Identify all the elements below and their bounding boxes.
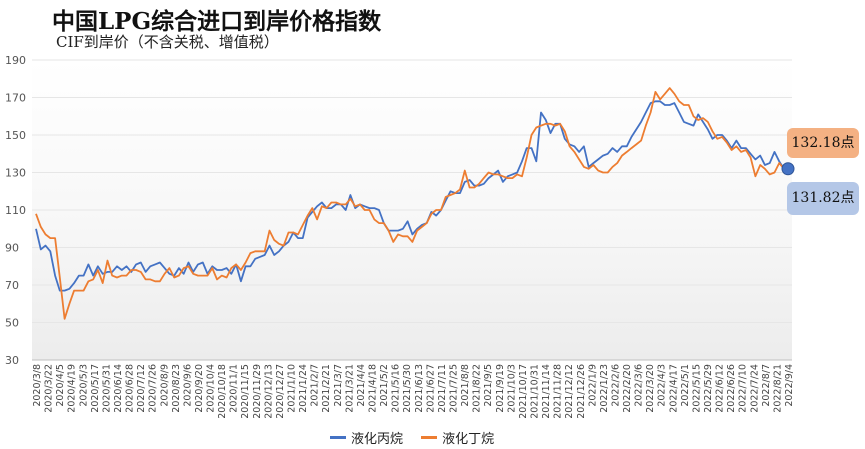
x-tick-label: 2021/10/17 bbox=[518, 364, 529, 419]
x-tick-label: 2021/3/21 bbox=[344, 364, 355, 413]
x-tick-label: 2021/7/11 bbox=[437, 364, 448, 413]
legend-label-butane: 液化丁烷 bbox=[442, 432, 495, 447]
x-tick-label: 2022/8/21 bbox=[772, 364, 783, 413]
y-tick-label: 170 bbox=[5, 92, 26, 105]
x-tick-label: 2020/5/3 bbox=[78, 364, 89, 407]
x-tick-label: 2022/1/23 bbox=[599, 364, 610, 413]
x-tick-label: 2022/4/3 bbox=[657, 364, 668, 407]
x-tick-label: 2020/6/28 bbox=[125, 364, 136, 413]
chart-subtitle: CIF到岸价（不含关税、增值税） bbox=[56, 33, 279, 51]
y-tick-label: 190 bbox=[5, 54, 26, 67]
series-line-propane bbox=[35, 100, 785, 292]
x-tick-label: 2020/5/17 bbox=[90, 364, 101, 413]
y-tick-label: 110 bbox=[5, 204, 26, 217]
x-tick-label: 2020/5/31 bbox=[101, 364, 112, 413]
x-tick-label: 2022/7/24 bbox=[749, 364, 760, 413]
x-tick-label: 2021/5/30 bbox=[402, 364, 413, 413]
x-tick-label: 2020/10/4 bbox=[206, 364, 217, 413]
x-tick-label: 2021/9/5 bbox=[483, 364, 494, 407]
x-tick-label: 2020/11/1 bbox=[229, 364, 240, 413]
y-tick-label: 130 bbox=[5, 167, 26, 180]
x-tick-label: 2021/5/2 bbox=[379, 364, 390, 407]
x-tick-label: 2020/12/13 bbox=[263, 364, 274, 419]
x-tick-label: 2020/6/14 bbox=[113, 364, 124, 413]
x-tick-label: 2020/11/15 bbox=[240, 364, 251, 419]
x-tick-label: 2020/7/26 bbox=[148, 364, 159, 413]
x-tick-label: 2022/3/6 bbox=[634, 364, 645, 407]
legend-label-propane: 液化丙烷 bbox=[351, 432, 404, 447]
x-tick-label: 2020/11/29 bbox=[252, 364, 263, 419]
x-tick-label: 2021/8/22 bbox=[472, 364, 483, 413]
x-tick-label: 2020/3/8 bbox=[32, 364, 43, 407]
x-tick-label: 2022/6/26 bbox=[726, 364, 737, 413]
x-tick-label: 2022/1/9 bbox=[587, 364, 598, 407]
x-tick-label: 2022/7/10 bbox=[738, 364, 749, 413]
legend-swatch-butane bbox=[421, 436, 438, 439]
x-tick-label: 2021/9/19 bbox=[495, 364, 506, 413]
x-tick-label: 2020/4/19 bbox=[67, 364, 78, 413]
propane-value-callout: 131.82点 bbox=[787, 182, 859, 215]
x-tick-label: 2021/10/3 bbox=[506, 364, 517, 413]
x-tick-label: 2021/12/26 bbox=[576, 364, 587, 419]
x-tick-label: 2021/8/8 bbox=[460, 364, 471, 407]
y-tick-label: 70 bbox=[5, 279, 19, 292]
butane-value-callout: 132.18点 bbox=[787, 128, 859, 158]
x-tick-label: 2022/3/20 bbox=[645, 364, 656, 413]
chart-legend: 液化丙烷 液化丁烷 bbox=[330, 428, 508, 447]
x-tick-label: 2020/12/27 bbox=[275, 364, 286, 419]
legend-swatch-propane bbox=[330, 436, 346, 439]
x-tick-label: 2021/1/10 bbox=[287, 364, 298, 413]
x-tick-label: 2020/9/6 bbox=[182, 364, 193, 407]
series-line-butane bbox=[35, 87, 785, 320]
x-tick-label: 2021/11/14 bbox=[541, 364, 552, 419]
x-tick-label: 2020/8/23 bbox=[171, 364, 182, 413]
x-tick-label: 2020/7/12 bbox=[136, 364, 147, 413]
x-tick-label: 2021/6/27 bbox=[425, 364, 436, 413]
x-tick-label: 2021/4/18 bbox=[368, 364, 379, 413]
legend-item-propane: 液化丙烷 bbox=[330, 428, 403, 447]
x-tick-label: 2022/5/29 bbox=[703, 364, 714, 413]
x-tick-label: 2021/5/16 bbox=[391, 364, 402, 413]
y-tick-label: 90 bbox=[5, 242, 19, 255]
x-tick-label: 2022/2/6 bbox=[610, 364, 621, 407]
x-tick-label: 2022/2/20 bbox=[622, 364, 633, 413]
x-tick-label: 2022/5/1 bbox=[680, 364, 691, 407]
x-tick-label: 2022/4/17 bbox=[668, 364, 679, 413]
x-tick-label: 2022/8/7 bbox=[761, 364, 772, 407]
x-tick-label: 2020/8/9 bbox=[159, 364, 170, 407]
x-tick-label: 2020/10/18 bbox=[217, 364, 228, 419]
x-tick-label: 2021/1/24 bbox=[298, 364, 309, 413]
x-tick-label: 2022/6/12 bbox=[715, 364, 726, 413]
chart-title: 中国LPG综合进口到岸价格指数 bbox=[52, 8, 382, 35]
x-tick-label: 2021/7/25 bbox=[448, 364, 459, 413]
end-point-marker bbox=[781, 162, 795, 176]
x-tick-label: 2021/11/28 bbox=[553, 364, 564, 419]
x-tick-label: 2021/12/12 bbox=[564, 364, 575, 419]
x-tick-label: 2021/4/4 bbox=[356, 364, 367, 407]
x-tick-label: 2020/9/20 bbox=[194, 364, 205, 413]
y-tick-label: 30 bbox=[5, 354, 19, 367]
x-tick-label: 2021/10/31 bbox=[529, 364, 540, 419]
x-tick-label: 2021/6/13 bbox=[414, 364, 425, 413]
x-tick-label: 2020/4/5 bbox=[55, 364, 66, 407]
x-tick-label: 2022/9/4 bbox=[784, 364, 795, 407]
x-tick-label: 2022/5/15 bbox=[691, 364, 702, 413]
x-tick-label: 2020/3/22 bbox=[44, 364, 55, 413]
y-tick-label: 150 bbox=[5, 129, 26, 142]
x-tick-label: 2021/2/7 bbox=[310, 364, 321, 407]
y-tick-label: 50 bbox=[5, 317, 19, 330]
legend-item-butane: 液化丁烷 bbox=[421, 428, 494, 447]
x-tick-label: 2021/2/21 bbox=[321, 364, 332, 413]
x-tick-label: 2021/3/7 bbox=[333, 364, 344, 407]
